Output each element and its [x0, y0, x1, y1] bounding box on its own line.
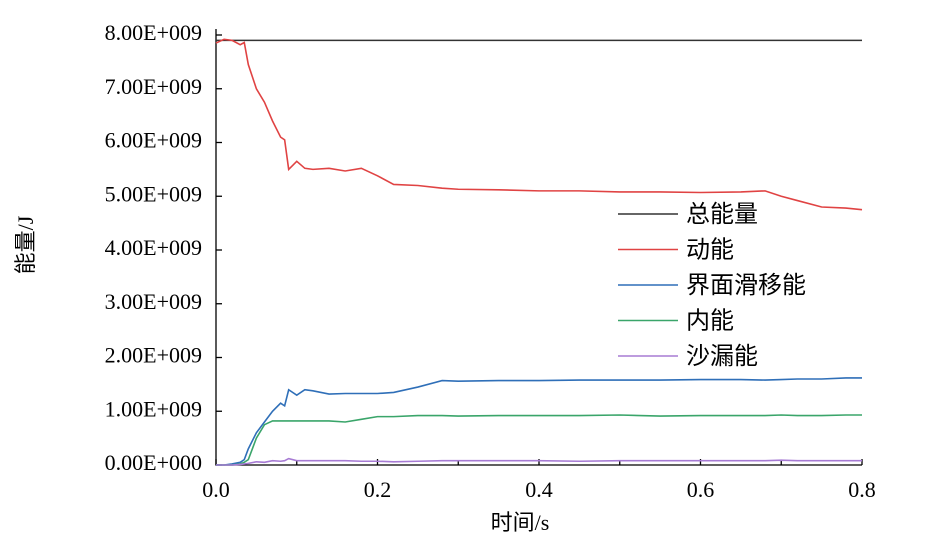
x-tick-label: 0.8 [848, 477, 876, 502]
legend-label: 总能量 [686, 200, 758, 228]
x-tick-label: 0.6 [687, 477, 715, 502]
y-axis-label: 能量/J [13, 215, 38, 274]
axes [215, 29, 862, 466]
legend-label: 动能 [686, 236, 734, 264]
y-tick-label: 6.00E+009 [105, 128, 202, 153]
y-tick-label: 8.00E+009 [105, 20, 202, 45]
y-tick-label: 7.00E+009 [105, 74, 202, 99]
y-tick-label: 2.00E+009 [105, 343, 202, 368]
y-tick-label: 1.00E+009 [105, 396, 202, 421]
x-tick-label: 0.0 [202, 477, 230, 502]
series-line [216, 377, 862, 466]
y-tick-label: 4.00E+009 [105, 235, 202, 260]
y-tick-label: 0.00E+000 [105, 450, 202, 475]
series-line [215, 38, 863, 211]
y-tick-label: 3.00E+009 [105, 289, 202, 314]
legend-label: 沙漏能 [686, 342, 758, 370]
legend-label: 内能 [686, 307, 734, 335]
legend-label: 界面滑移能 [686, 271, 806, 299]
x-tick-label: 0.4 [525, 477, 553, 502]
series-line [216, 414, 862, 466]
x-axis-label: 时间/s [491, 510, 550, 535]
x-tick-label: 0.2 [364, 477, 392, 502]
series-line [216, 457, 862, 466]
y-tick-label: 5.00E+009 [105, 181, 202, 206]
